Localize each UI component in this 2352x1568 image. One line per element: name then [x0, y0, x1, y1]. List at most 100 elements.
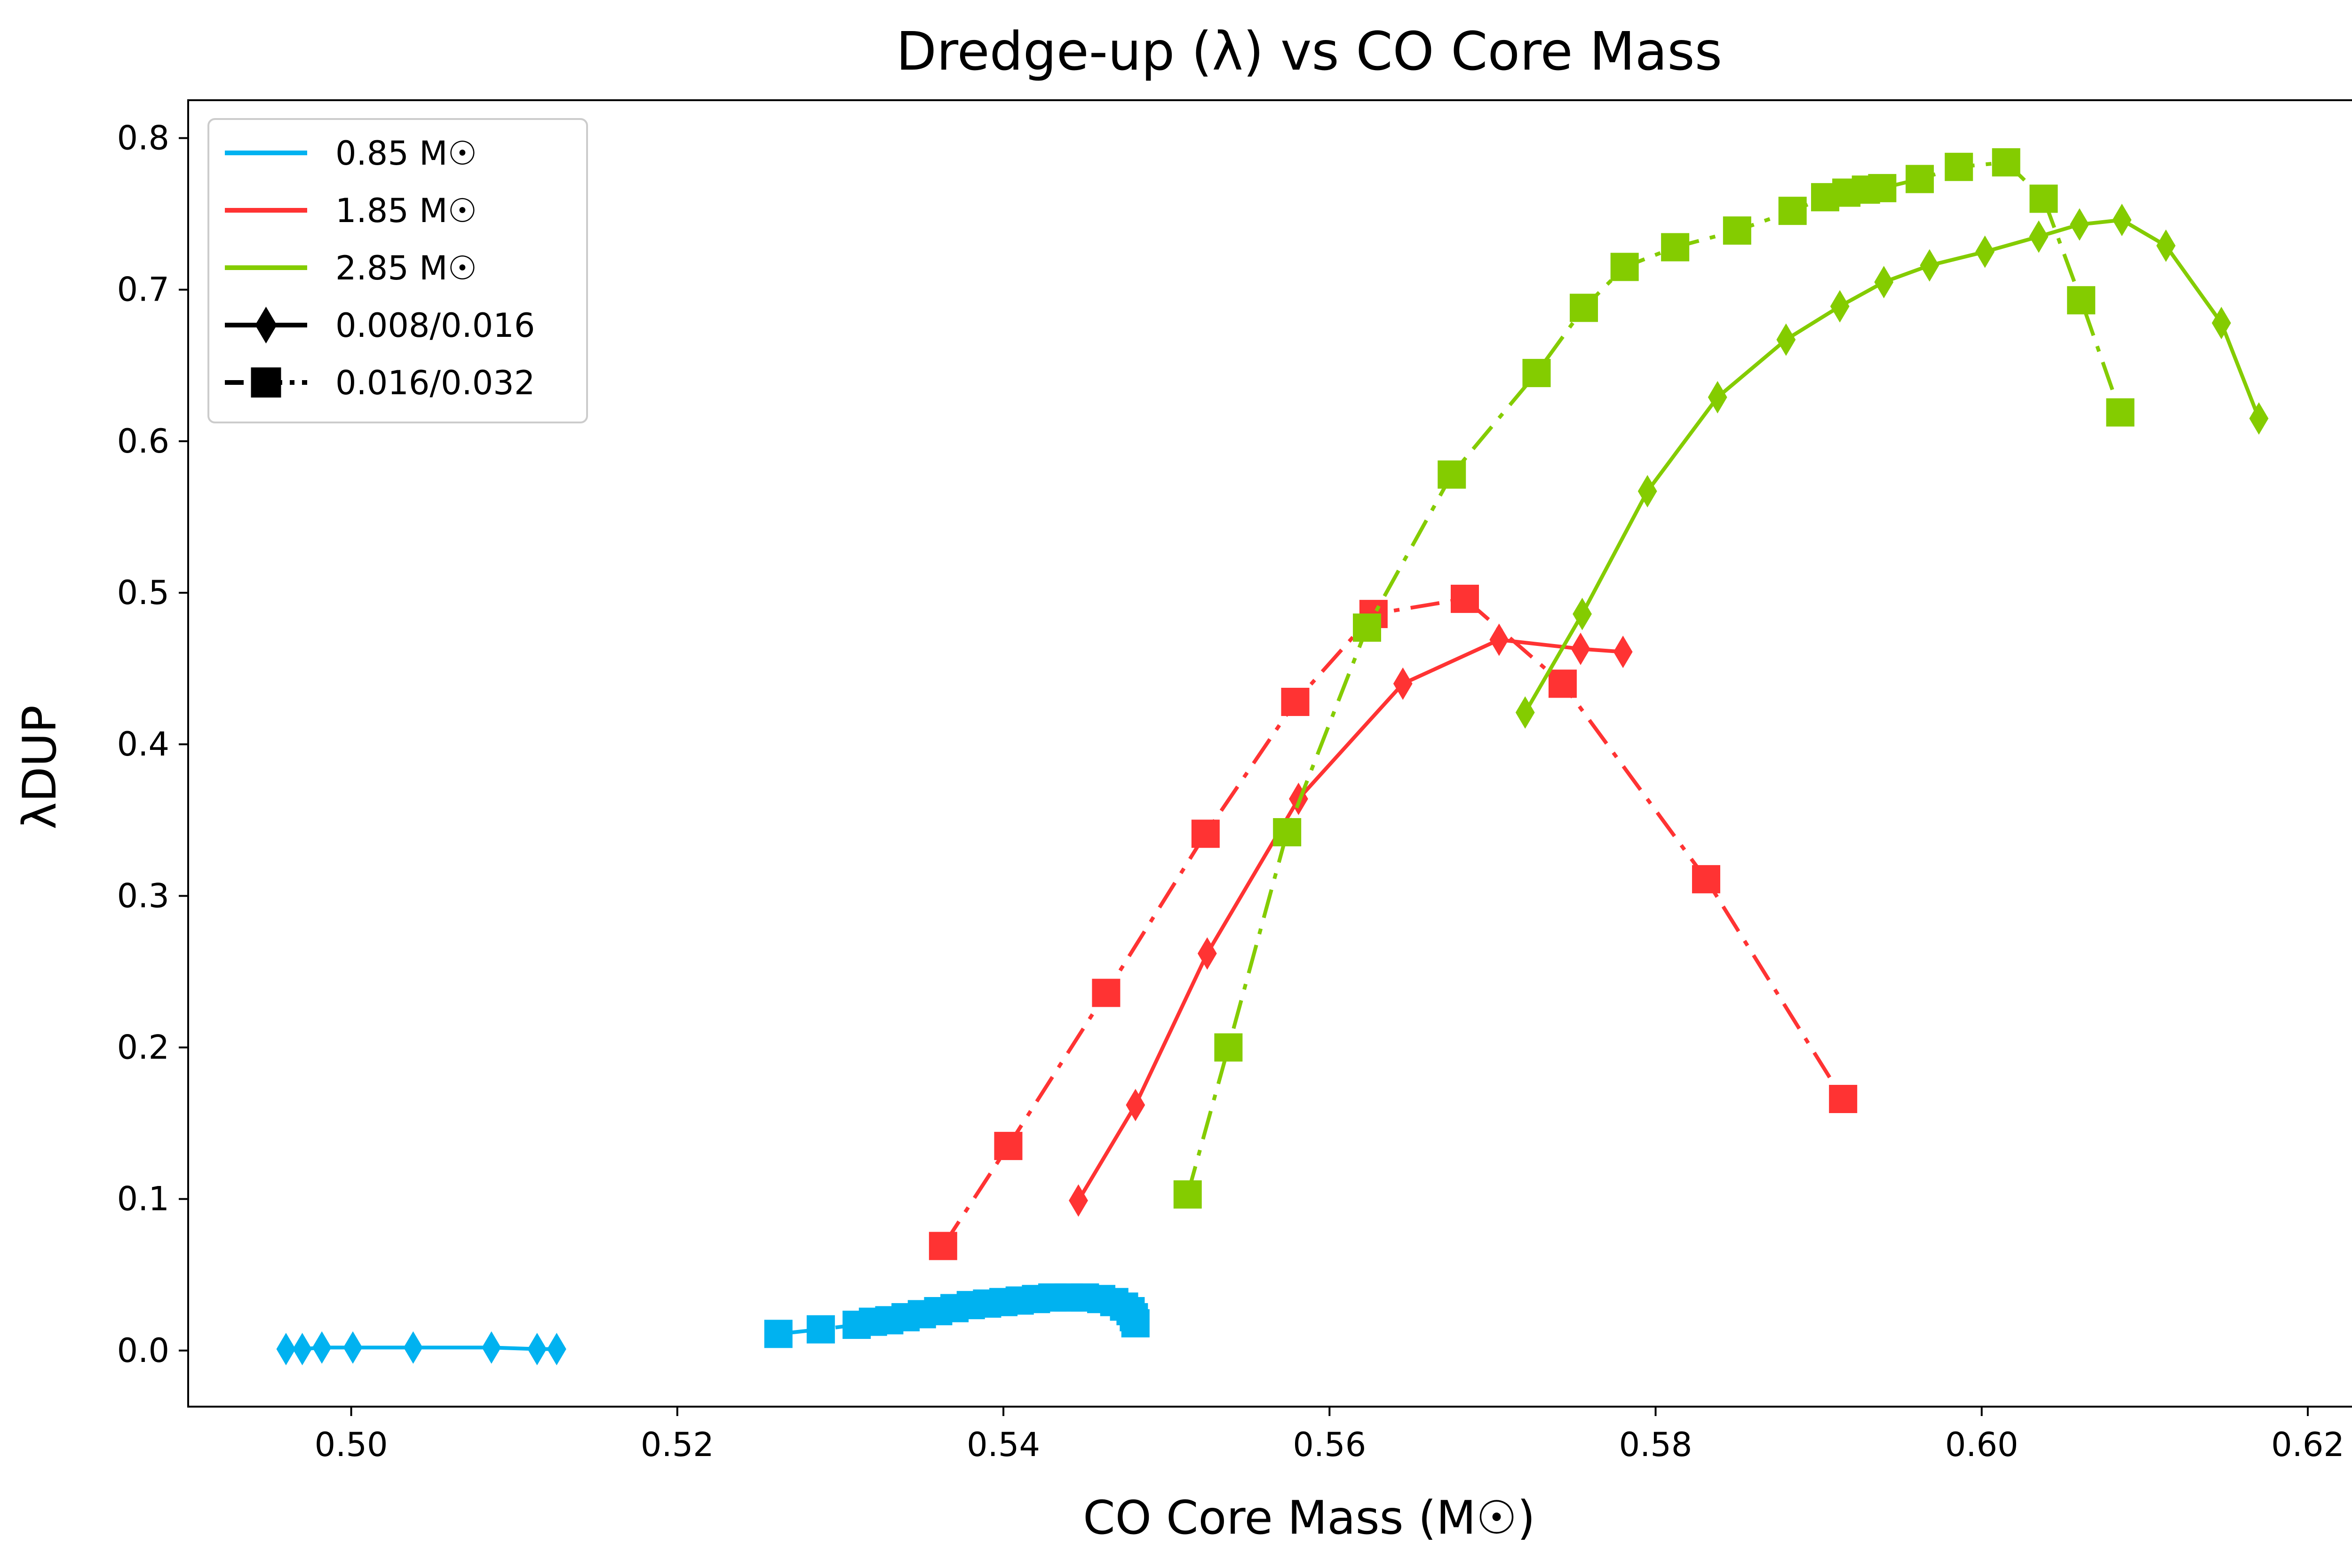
y-tick-label: 0.4: [117, 725, 169, 764]
square-marker: [1778, 197, 1807, 225]
diamond-marker: [1613, 636, 1633, 669]
square-marker: [1191, 820, 1220, 848]
square-marker: [1451, 584, 1479, 613]
y-tick-label: 0.2: [117, 1028, 169, 1067]
diamond-marker: [1830, 290, 1850, 323]
diamond-marker: [547, 1333, 566, 1366]
y-tick-label: 0.6: [117, 422, 169, 461]
legend-entry: 1.85 M☉: [225, 191, 477, 230]
diamond-marker: [1920, 249, 1939, 282]
axes: 0.50 0.52 0.54 0.56 0.58 0.60 0.62 0.0 0.1 0.2 0.3…: [117, 99, 2352, 1464]
diamond-marker: [1126, 1089, 1145, 1122]
square-marker: [1992, 148, 2020, 177]
chart-title: Dredge-up (λ) vs CO Core Mass: [896, 21, 1722, 82]
square-marker: [806, 1315, 835, 1344]
diamond-marker: [1776, 323, 1796, 356]
square-marker: [1438, 460, 1466, 489]
square-marker: [1723, 216, 1751, 245]
y-tick-label: 0.3: [117, 876, 169, 915]
square-marker: [1692, 865, 1720, 893]
square-marker: [1570, 294, 1598, 322]
series-5: [1173, 148, 2135, 1209]
diamond-marker: [1515, 696, 1535, 729]
square-marker: [1173, 1180, 1202, 1209]
x-tick-label: 0.60: [1945, 1425, 2018, 1464]
diamond-marker: [403, 1331, 423, 1364]
axes-frame: [187, 99, 2352, 1408]
diamond-marker: [312, 1331, 332, 1364]
square-marker: [1281, 687, 1310, 716]
legend-diamond-marker: [255, 306, 277, 344]
x-tick-label: 0.52: [641, 1425, 714, 1464]
legend-label: 0.016/0.032: [335, 364, 535, 402]
x-tick-label: 0.54: [967, 1425, 1040, 1464]
square-marker: [1273, 818, 1302, 847]
legend-label: 0.008/0.016: [335, 306, 535, 345]
series-0: [276, 1331, 566, 1366]
diamond-marker: [1197, 937, 1217, 970]
x-tick-label: 0.58: [1619, 1425, 1692, 1464]
y-tick-label: 0.8: [117, 119, 169, 158]
diamond-marker: [2249, 402, 2269, 435]
series-3: [929, 584, 1858, 1260]
diamond-marker: [1637, 475, 1657, 508]
y-tick-label: 0.1: [117, 1180, 169, 1218]
y-tick-label: 0.5: [117, 573, 169, 612]
legend-entry: 0.008/0.016: [225, 306, 535, 345]
diamond-marker: [2070, 208, 2090, 241]
diamond-marker: [1708, 381, 1727, 414]
square-marker: [1610, 253, 1639, 281]
diamond-marker: [1393, 667, 1413, 700]
legend-entry: 2.85 M☉: [225, 249, 477, 287]
x-tick-label: 0.56: [1293, 1425, 1366, 1464]
y-axis-label: λDUP: [13, 705, 67, 829]
square-marker: [764, 1320, 793, 1348]
diamond-marker: [293, 1333, 312, 1366]
diamond-marker: [2211, 307, 2231, 340]
square-marker: [2029, 184, 2058, 213]
series-4: [1515, 204, 2269, 729]
diamond-marker: [2029, 220, 2049, 253]
diamond-marker: [276, 1333, 296, 1366]
square-marker: [1661, 233, 1690, 262]
series-line: [941, 597, 1845, 1247]
square-marker: [1829, 1085, 1858, 1114]
square-marker: [994, 1131, 1023, 1160]
legend-label: 1.85 M☉: [335, 191, 477, 230]
x-tick-label: 0.50: [315, 1425, 388, 1464]
series-line: [1077, 637, 1623, 1202]
diamond-marker: [1975, 235, 1995, 268]
square-marker: [1214, 1033, 1243, 1062]
diamond-marker: [1874, 266, 1894, 299]
diamond-marker: [2156, 229, 2176, 262]
y-tick-label: 0.0: [117, 1331, 169, 1370]
square-marker: [929, 1232, 957, 1260]
diamond-marker: [1571, 632, 1590, 665]
x-tick-label: 0.62: [2271, 1425, 2344, 1464]
square-marker: [2067, 286, 2096, 315]
y-tick-label: 0.7: [117, 271, 169, 309]
square-marker: [1121, 1309, 1150, 1337]
x-axis-label: CO Core Mass (M☉): [1083, 1491, 1535, 1545]
legend-label: 0.85 M☉: [335, 134, 477, 173]
legend-square-marker: [251, 367, 281, 398]
square-marker: [1868, 174, 1897, 202]
legend-label: 2.85 M☉: [335, 249, 477, 287]
square-marker: [1522, 358, 1551, 387]
diamond-marker: [343, 1331, 363, 1364]
square-marker: [1906, 165, 1934, 193]
legend-box: [207, 118, 588, 423]
legend-entry: 0.016/0.032: [225, 364, 535, 402]
square-marker: [1548, 669, 1577, 698]
legend-entry: 0.85 M☉: [225, 134, 477, 173]
diamond-marker: [1489, 623, 1509, 656]
legend: 0.85 M☉ 1.85 M☉ 2.85 M☉ 0.008/0.016 0.016/0.…: [207, 118, 588, 423]
square-marker: [1092, 979, 1120, 1007]
square-marker: [1945, 152, 1973, 181]
diamond-marker: [1069, 1184, 1088, 1217]
square-marker: [2106, 398, 2135, 427]
plot-area: [276, 148, 2269, 1366]
square-marker: [1353, 613, 1382, 642]
